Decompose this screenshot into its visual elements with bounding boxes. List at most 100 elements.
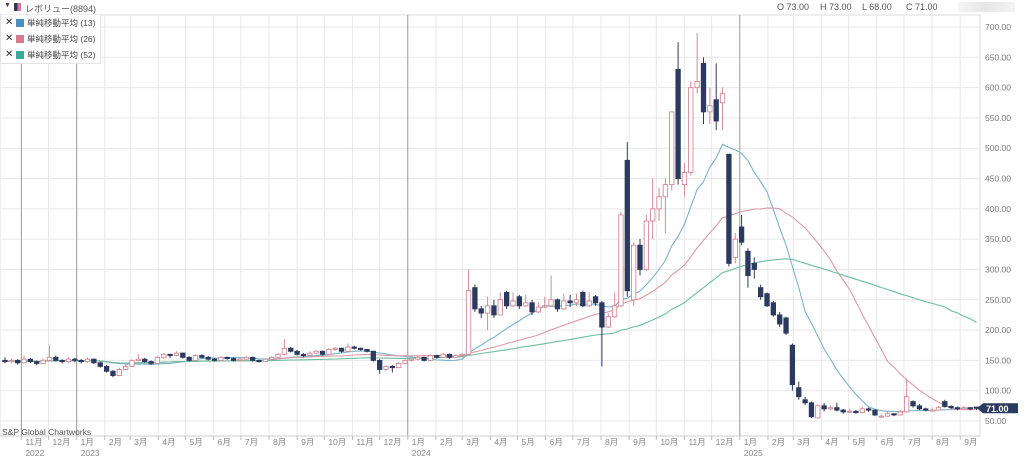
legend-item-sma26[interactable]: ✕ 単純移動平均 (26)	[1, 31, 100, 47]
last-price-label: 71.00	[986, 404, 1009, 414]
candle	[885, 411, 891, 417]
candle	[110, 370, 116, 378]
candle-body	[567, 300, 573, 304]
candle-body	[122, 365, 129, 370]
x-tick-label: 3月	[466, 437, 479, 447]
candle-body	[656, 196, 662, 210]
candle-body	[34, 361, 40, 364]
candle-body	[954, 407, 961, 410]
blurred-field	[958, 2, 1015, 12]
candle	[510, 292, 516, 308]
candle-body	[827, 407, 834, 410]
sma-13-line	[4, 143, 977, 413]
candle-body	[415, 356, 421, 360]
collapse-triangle-icon[interactable]: ▼	[4, 2, 11, 9]
candle	[846, 408, 853, 414]
color-swatch	[16, 19, 24, 27]
candle	[351, 345, 357, 350]
candle-body	[46, 356, 53, 361]
candle	[758, 284, 764, 300]
candle-body	[923, 408, 929, 411]
chart-header: ▼ レボリュー(8894) O 73.00 H 73.00 L 68.00 C …	[0, 0, 1024, 15]
candle-body	[637, 244, 643, 270]
candle	[961, 405, 967, 410]
remove-x-icon[interactable]: ✕	[5, 33, 14, 44]
candle	[129, 359, 135, 368]
remove-x-icon[interactable]: ✕	[5, 17, 14, 28]
legend-item-sma52[interactable]: ✕ 単純移動平均 (52)	[1, 47, 100, 63]
candle	[935, 405, 942, 411]
candle-body	[288, 347, 294, 352]
candle	[122, 364, 129, 371]
sma-52-line	[4, 258, 977, 364]
candle-body	[40, 359, 46, 364]
candle	[942, 399, 948, 408]
last-price-tag	[977, 403, 1018, 414]
candle-body	[542, 305, 548, 308]
x-tick-label: 1月	[744, 437, 757, 447]
candle-body	[808, 402, 815, 418]
candle	[611, 292, 618, 318]
candle	[103, 365, 110, 373]
x-tick-label: 10月	[328, 437, 346, 447]
candle	[421, 356, 427, 362]
candle	[967, 407, 973, 411]
candle-body	[713, 99, 719, 122]
candle	[415, 356, 421, 361]
x-tick-label: 2月	[440, 437, 453, 447]
candle	[396, 362, 402, 369]
candle	[434, 354, 440, 359]
candle	[923, 407, 929, 412]
symbol-title: レボリュー(8894)	[25, 4, 97, 14]
x-tick-label: 8月	[605, 437, 618, 447]
x-tick-label: 11月	[688, 437, 705, 447]
candle	[713, 63, 719, 131]
candle	[453, 354, 459, 358]
candle-body	[846, 410, 853, 413]
candle	[910, 400, 916, 408]
candle	[897, 410, 904, 416]
candle-body	[91, 358, 97, 364]
candle-body	[834, 407, 840, 411]
candle-body	[751, 262, 757, 270]
candle	[72, 357, 78, 363]
candle-body	[504, 292, 510, 307]
x-tick-label: 5月	[522, 437, 535, 447]
candle	[186, 356, 192, 362]
x-tick-label: 8月	[273, 437, 286, 447]
ohlc-open: O 73.00	[777, 2, 810, 12]
candle	[408, 357, 415, 362]
candle-body	[732, 238, 738, 258]
x-tick-label: 6月	[550, 437, 563, 447]
candle	[865, 407, 872, 412]
candle-body	[357, 347, 364, 350]
candle-body	[230, 358, 237, 361]
candle	[777, 311, 783, 328]
candle-body	[332, 347, 338, 350]
candle	[377, 359, 383, 374]
candle	[707, 87, 713, 124]
candle-body	[484, 305, 491, 314]
candle-body	[281, 347, 288, 355]
candle-body	[967, 407, 973, 410]
legend-item-sma13[interactable]: ✕ 単純移動平均 (13)	[1, 15, 100, 31]
candle	[815, 404, 821, 419]
candle-body	[307, 352, 313, 356]
candle-body	[681, 172, 688, 186]
candle-body	[313, 350, 319, 354]
candle-body	[110, 370, 116, 376]
remove-x-icon[interactable]: ✕	[5, 49, 14, 60]
candle	[497, 292, 503, 316]
candle	[808, 401, 815, 418]
candle-body	[211, 358, 218, 361]
candle	[402, 359, 408, 365]
candle	[2, 357, 8, 364]
candle	[789, 343, 796, 391]
candle-body	[421, 356, 427, 361]
candle-body	[199, 355, 205, 358]
candle	[523, 294, 529, 308]
candle	[675, 42, 681, 185]
candle	[262, 357, 268, 363]
candle-body	[383, 365, 389, 370]
